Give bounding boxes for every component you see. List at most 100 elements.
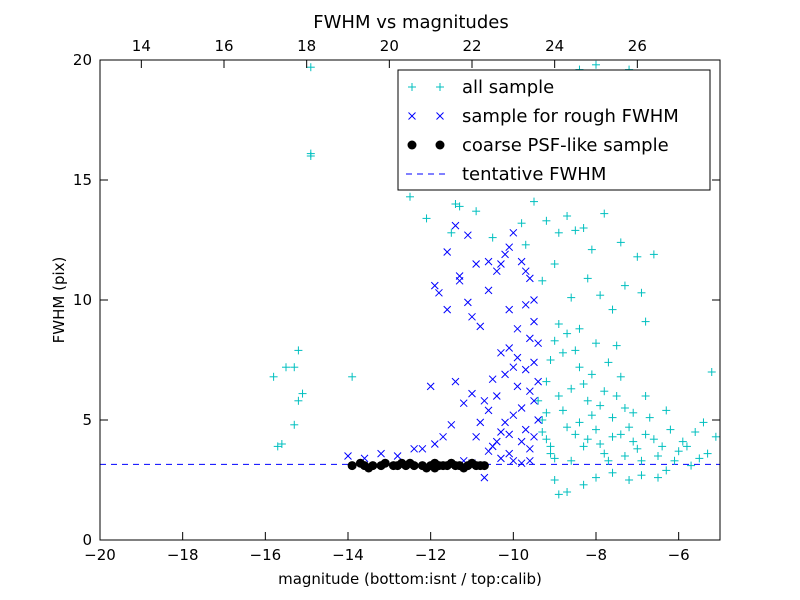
marker-stroke [492,437,501,446]
point-all-sample [550,260,559,268]
point-rough-fwhm-sample [443,305,452,314]
point-rough-fwhm-sample [530,358,538,367]
point-rough-fwhm-sample [505,243,514,252]
point-rough-fwhm-sample [447,420,456,429]
marker-stroke [505,449,514,458]
point-all-sample [583,274,592,283]
marker-stroke [526,334,534,343]
point-rough-fwhm-sample [476,322,485,331]
point-all-sample [629,408,638,417]
point-rough-fwhm-sample [521,300,530,309]
point-rough-fwhm-sample [377,449,385,458]
marker-stroke [526,444,534,453]
marker-stroke [501,250,509,259]
series-psf-like-sample [347,458,489,473]
point-all-sample [575,324,584,333]
point-rough-fwhm-sample [492,267,501,276]
point-all-sample [290,363,299,372]
marker-stroke [492,392,501,400]
point-rough-fwhm-sample [484,286,493,295]
point-all-sample [620,281,629,290]
marker-stroke [513,353,522,362]
point-all-sample [294,396,303,405]
point-rough-fwhm-sample [517,437,526,446]
y-tick-label: 20 [73,51,92,69]
legend-label: all sample [462,77,554,98]
point-all-sample [600,449,609,458]
point-all-sample [703,449,712,458]
legend-marker [407,140,417,150]
point-rough-fwhm-sample [534,416,542,424]
marker-stroke [459,399,468,408]
point-rough-fwhm-sample [497,428,505,436]
point-all-sample [455,202,464,211]
x-tick-label: −8 [585,546,607,564]
marker-stroke [509,363,518,372]
marker-stroke [530,358,538,367]
point-all-sample [273,442,282,451]
top-tick-label: 14 [132,37,151,55]
point-rough-fwhm-sample [480,473,489,482]
point-rough-fwhm-sample [480,396,489,405]
point-all-sample [608,432,617,441]
point-psf-like-sample [405,458,415,468]
point-all-sample [571,346,580,355]
legend-label: sample for rough FWHM [462,106,679,127]
y-tick-label: 0 [82,531,92,549]
legend-tentative-fwhm: tentative FWHM [406,164,606,185]
point-all-sample [567,293,576,302]
marker-stroke [497,348,505,357]
point-all-sample [563,212,572,220]
point-all-sample [604,456,613,465]
chart-title: FWHM vs magnitudes [313,12,508,33]
point-rough-fwhm-sample [464,231,472,240]
point-all-sample [616,430,625,439]
point-rough-fwhm-sample [497,454,505,463]
point-all-sample [558,406,567,415]
point-rough-fwhm-sample [505,344,514,352]
point-all-sample [600,209,609,218]
point-all-sample [633,252,642,261]
point-all-sample [608,468,617,477]
marker-stroke [430,440,439,448]
point-all-sample [637,288,646,297]
point-all-sample [554,392,563,400]
point-rough-fwhm-sample [517,404,526,412]
series-all-sample [269,60,720,499]
point-all-sample [550,476,559,484]
point-all-sample [571,430,580,439]
marker-stroke [484,286,493,295]
marker-stroke [509,411,518,420]
point-all-sample [554,228,563,237]
point-all-sample [592,60,600,69]
point-rough-fwhm-sample [344,452,352,460]
point-rough-fwhm-sample [530,317,538,326]
point-all-sample [662,466,671,475]
point-all-sample [604,358,613,367]
point-psf-like-sample [459,463,469,473]
point-all-sample [612,392,621,400]
marker-stroke [521,365,530,374]
point-all-sample [600,387,609,396]
point-all-sample [587,411,596,420]
x-tick-label: −10 [498,546,530,564]
point-all-sample [563,488,572,496]
point-all-sample [662,406,671,415]
top-tick-label: 20 [380,37,399,55]
point-rough-fwhm-sample [418,444,427,453]
marker-stroke [468,312,476,321]
point-all-sample [571,226,580,235]
point-rough-fwhm-sample [472,432,480,441]
point-all-sample [269,372,278,381]
point-psf-like-sample [422,463,432,473]
point-rough-fwhm-sample [430,281,439,290]
point-rough-fwhm-sample [451,377,460,386]
marker-stroke [443,305,452,314]
marker-stroke [472,432,480,441]
marker-stroke [488,375,497,384]
series-rough-fwhm-sample [344,221,542,482]
point-rough-fwhm-sample [430,440,439,448]
point-all-sample [620,404,629,412]
y-tick-label: 5 [82,411,92,429]
